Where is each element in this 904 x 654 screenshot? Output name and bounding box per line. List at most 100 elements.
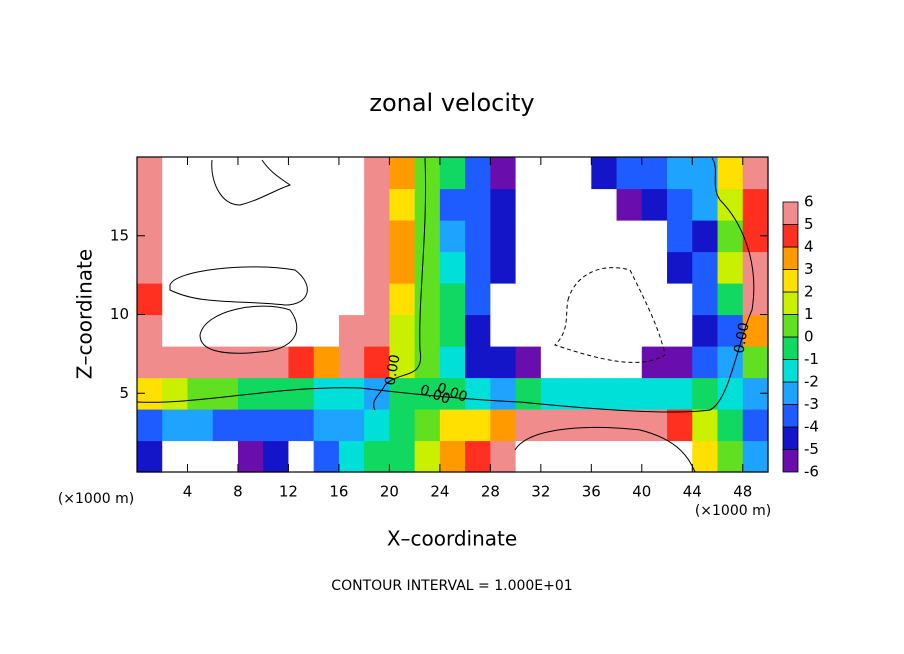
colorbar-label: -4 [804, 418, 819, 436]
cell [692, 377, 719, 410]
contour-label: 0.00 [382, 353, 403, 386]
cell [490, 283, 517, 316]
cell [641, 377, 668, 410]
cell [616, 377, 643, 410]
colorbar-swatch [782, 336, 799, 360]
cell [288, 188, 315, 221]
cell [465, 314, 491, 347]
cell [591, 314, 618, 347]
cell [414, 220, 441, 253]
colorbar-label: 2 [804, 283, 814, 301]
colorbar-label: -3 [804, 395, 819, 413]
cell [641, 283, 668, 316]
cell [591, 283, 618, 316]
cell [162, 251, 189, 284]
cell [338, 346, 365, 379]
cell [288, 157, 315, 190]
cell [566, 188, 592, 221]
cell [490, 314, 517, 347]
cell [641, 188, 668, 221]
colorbar-swatch [782, 291, 799, 315]
cell [187, 409, 214, 442]
cell [667, 440, 693, 473]
cell [742, 157, 769, 190]
cell [288, 283, 315, 316]
contour-lines [136, 157, 755, 473]
cell [667, 283, 693, 316]
cell [237, 251, 264, 284]
cell [591, 440, 618, 473]
cell [667, 346, 693, 379]
cell [288, 314, 315, 347]
cell [212, 157, 239, 190]
cell [439, 377, 466, 410]
cell [667, 220, 693, 253]
cell [616, 440, 643, 473]
cell [641, 251, 668, 284]
cell [692, 188, 719, 221]
cell [540, 440, 567, 473]
cell [162, 283, 189, 316]
x-axis-label: X–coordinate [387, 527, 517, 551]
cell [414, 157, 441, 190]
cell [389, 188, 416, 221]
cell [616, 314, 643, 347]
cell [465, 157, 491, 190]
cell [414, 251, 441, 284]
cell [515, 283, 542, 316]
y-tick-label: 10 [110, 305, 129, 323]
cell [364, 283, 390, 316]
cell [717, 283, 744, 316]
cell [439, 346, 466, 379]
cell [616, 409, 643, 442]
cell [263, 409, 290, 442]
cell [591, 377, 618, 410]
cell [439, 283, 466, 316]
cell [465, 346, 491, 379]
colorbar-swatch [782, 381, 799, 405]
cell [263, 157, 290, 190]
x-tick-label: 40 [632, 483, 651, 501]
contour-line [136, 157, 755, 413]
colorbar-swatch [782, 426, 799, 450]
x-tick-label: 4 [183, 483, 193, 501]
x-tick-label: 16 [329, 483, 348, 501]
cell [187, 346, 214, 379]
cell [187, 440, 214, 473]
cell [717, 251, 744, 284]
cell [717, 440, 744, 473]
cell [237, 283, 264, 316]
cell [667, 314, 693, 347]
cell [288, 220, 315, 253]
colorbar-label: 6 [804, 193, 814, 211]
cell [288, 409, 315, 442]
x-tick-label: 32 [531, 483, 550, 501]
cell [162, 314, 189, 347]
cell [288, 346, 315, 379]
y-tick-label: 5 [119, 384, 129, 402]
cell [742, 251, 769, 284]
cell [212, 409, 239, 442]
cell [364, 251, 390, 284]
cell [263, 377, 290, 410]
cell [742, 346, 769, 379]
cell [389, 220, 416, 253]
cell [641, 220, 668, 253]
cell [717, 188, 744, 221]
cell [414, 314, 441, 347]
colorbar-swatch [782, 269, 799, 293]
cell [591, 409, 618, 442]
contour-line [373, 157, 427, 411]
cell [137, 188, 163, 221]
cell [313, 220, 340, 253]
cell [263, 346, 290, 379]
cell [338, 157, 365, 190]
colorbar-swatch [782, 314, 799, 338]
colorbar-swatch [782, 201, 799, 225]
cell [364, 220, 390, 253]
cell [137, 314, 163, 347]
cell [616, 188, 643, 221]
cell [313, 157, 340, 190]
x-tick-label: 20 [380, 483, 399, 501]
cell [439, 220, 466, 253]
